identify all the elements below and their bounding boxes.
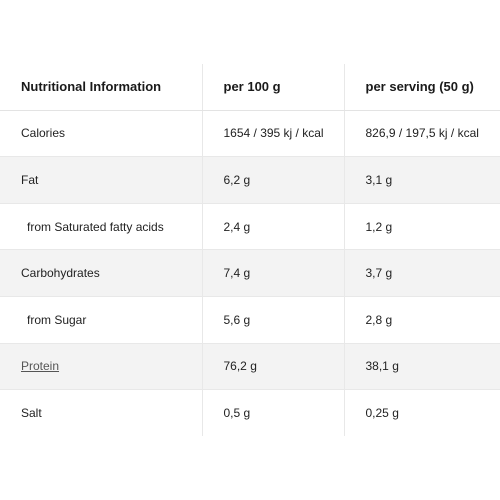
nutrition-table: Nutritional Information per 100 g per se… [0,64,500,436]
table-row: from Sugar 5,6 g 2,8 g [0,295,500,344]
per-100g-value: 76,2 g [201,342,344,390]
row-label: Calories [0,109,202,157]
per-serving-value: 1,2 g [343,202,500,250]
per-serving-value: 826,9 / 197,5 kj / kcal [343,109,500,157]
per-100g-value: 1654 / 395 kj / kcal [201,109,344,157]
table-row: Calories 1654 / 395 kj / kcal 826,9 / 19… [0,109,500,157]
per-serving-value: 3,1 g [343,156,500,204]
per-serving-value: 0,25 g [343,389,500,436]
header-per-serving: per serving (50 g) [343,64,500,111]
protein-link[interactable]: Protein [21,359,60,374]
per-100g-value: 2,4 g [201,202,344,250]
row-label: Fat [0,156,202,204]
header-nutritional-information: Nutritional Information [0,64,202,111]
table-row: Protein 76,2 g 38,1 g [0,342,500,390]
per-100g-value: 5,6 g [201,295,344,344]
per-100g-value: 6,2 g [201,156,344,204]
per-100g-value: 7,4 g [201,249,344,297]
per-serving-value: 38,1 g [343,342,500,390]
per-100g-value: 0,5 g [201,389,344,436]
table-row: Carbohydrates 7,4 g 3,7 g [0,249,500,297]
per-serving-value: 3,7 g [343,249,500,297]
row-label: Protein [0,342,202,390]
per-serving-value: 2,8 g [343,295,500,344]
row-label: from Saturated fatty acids [0,202,202,250]
header-row: Nutritional Information per 100 g per se… [0,64,500,111]
table-row: Fat 6,2 g 3,1 g [0,156,500,204]
row-label: from Sugar [0,295,202,344]
table-row: Salt 0,5 g 0,25 g [0,389,500,436]
row-label: Salt [0,389,202,436]
table-row: from Saturated fatty acids 2,4 g 1,2 g [0,202,500,250]
row-label: Carbohydrates [0,249,202,297]
header-per-100g: per 100 g [201,64,344,111]
